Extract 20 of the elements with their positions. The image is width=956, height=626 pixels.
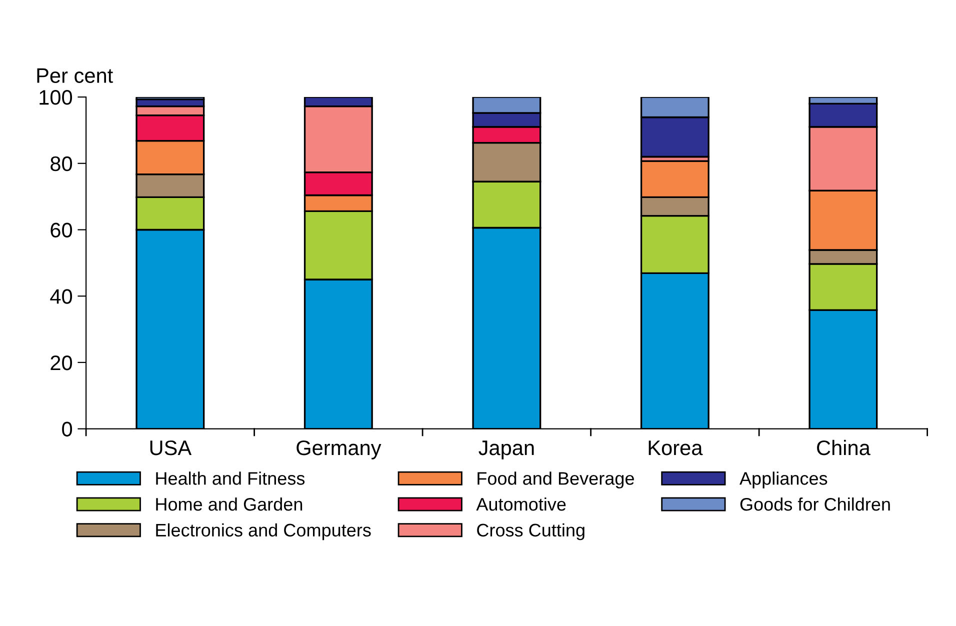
legend-label: Food and Beverage — [478, 472, 634, 488]
y-tick-label: 20 — [50, 355, 72, 370]
x-tick-label: USA — [150, 440, 192, 456]
legend-label: Goods for Children — [740, 497, 890, 511]
y-axis-title: Per cent — [37, 68, 113, 83]
legend-label: Automotive — [476, 497, 566, 511]
y-tick-label: 80 — [50, 156, 72, 172]
y-tick-label: 40 — [50, 289, 72, 304]
x-tick-label: Japan — [478, 440, 534, 460]
legend-label: Health and Fitness — [156, 472, 305, 485]
legend-label: Electronics and Computers — [156, 523, 371, 540]
legend-label: Cross Cutting — [477, 523, 584, 540]
x-tick-label: Korea — [648, 440, 703, 456]
x-tick-label: Germany — [296, 440, 382, 460]
legend-label: Appliances — [740, 472, 828, 488]
y-tick-label: 100 — [40, 90, 72, 105]
x-tick-label: China — [817, 440, 870, 456]
legend-label: Home and Garden — [156, 497, 302, 511]
y-tick-label: 0 — [62, 422, 72, 437]
y-tick-label: 60 — [50, 222, 72, 238]
